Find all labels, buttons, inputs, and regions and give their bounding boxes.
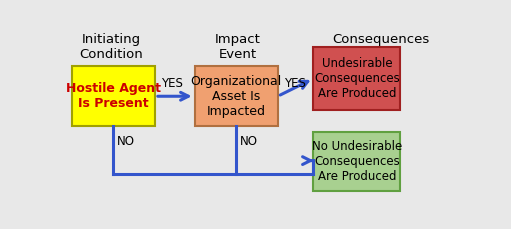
- Text: Organizational
Asset Is
Impacted: Organizational Asset Is Impacted: [191, 75, 282, 118]
- Text: Impact
Event: Impact Event: [215, 33, 261, 61]
- Text: Initiating
Condition: Initiating Condition: [80, 33, 143, 61]
- Text: YES: YES: [161, 77, 183, 90]
- Text: No Undesirable
Consequences
Are Produced: No Undesirable Consequences Are Produced: [312, 140, 402, 183]
- Text: YES: YES: [284, 77, 306, 90]
- FancyBboxPatch shape: [313, 131, 401, 191]
- Text: Hostile Agent
Is Present: Hostile Agent Is Present: [66, 82, 161, 110]
- FancyBboxPatch shape: [195, 66, 278, 126]
- Text: Consequences: Consequences: [332, 33, 429, 46]
- Text: NO: NO: [118, 135, 135, 148]
- FancyBboxPatch shape: [72, 66, 155, 126]
- Text: NO: NO: [240, 135, 258, 148]
- Text: Undesirable
Consequences
Are Produced: Undesirable Consequences Are Produced: [314, 57, 400, 100]
- FancyBboxPatch shape: [313, 47, 401, 110]
